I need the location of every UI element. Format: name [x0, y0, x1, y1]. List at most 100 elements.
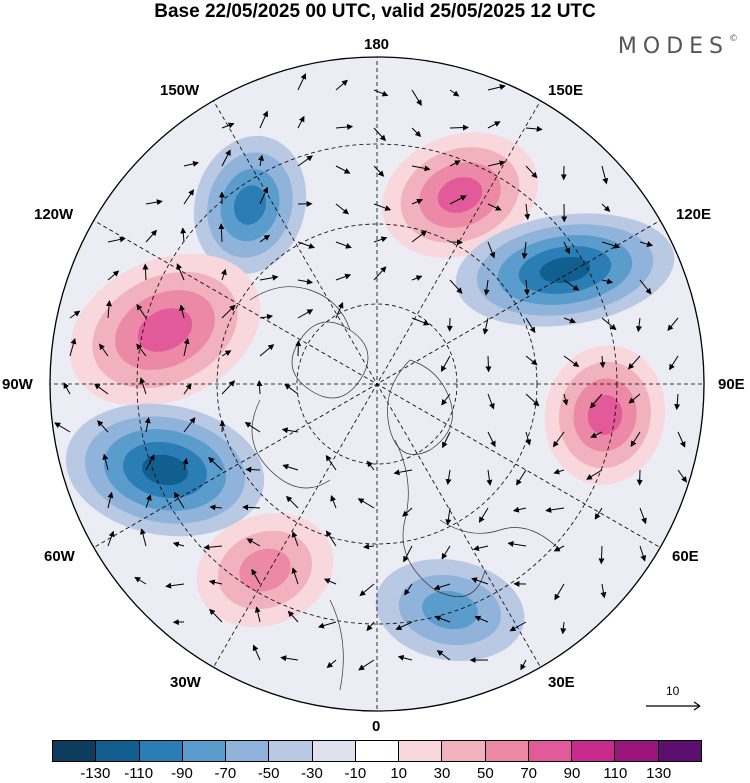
wind-vector — [563, 279, 580, 291]
wind-vector — [221, 304, 236, 319]
wind-vector — [552, 431, 565, 448]
wind-vector — [172, 541, 185, 548]
wind-vector — [525, 431, 532, 446]
anomaly-contour — [142, 454, 188, 486]
wind-vector — [411, 165, 431, 172]
wind-vector — [598, 545, 605, 565]
wind-vector — [366, 621, 375, 632]
colorbar-tick-label: -110 — [124, 765, 154, 782]
wind-vector — [107, 530, 115, 547]
wind-vector — [627, 355, 641, 370]
wind-vector — [507, 541, 527, 547]
wind-vector — [545, 506, 565, 513]
map-title: Base 22/05/2025 00 UTC, valid 25/05/2025… — [154, 1, 596, 22]
wind-vector — [486, 469, 493, 486]
modes-logo: MODES© — [618, 34, 738, 59]
wind-vector — [677, 469, 688, 483]
wind-vector — [402, 507, 413, 517]
colorbar-tick-label: -90 — [171, 765, 193, 782]
wind-vector — [221, 149, 231, 167]
lon-label-30w: 30W — [170, 674, 201, 691]
wind-vector — [258, 154, 264, 167]
wind-vector — [601, 203, 611, 212]
wind-vector — [487, 203, 502, 211]
wind-vector — [323, 578, 337, 585]
colorbar-swatch — [571, 741, 615, 761]
colorbar-tick-label: 90 — [563, 765, 581, 782]
wind-vector — [560, 621, 567, 635]
wind-vector — [183, 383, 192, 395]
wind-vector — [180, 227, 187, 243]
colorbar-tick-label: 30 — [433, 765, 451, 782]
wind-vector — [471, 577, 489, 585]
wind-vector — [209, 504, 223, 511]
lon-label-90e: 90E — [718, 376, 745, 393]
wind-vector — [449, 160, 461, 167]
wind-vector — [145, 199, 163, 206]
coastline — [251, 399, 331, 489]
wind-vector — [483, 279, 490, 296]
wind-vector — [521, 241, 528, 260]
wind-vector — [145, 494, 152, 509]
wind-vector — [487, 160, 506, 167]
wind-vector — [373, 236, 388, 243]
wind-vector — [335, 79, 348, 91]
wind-vector — [209, 608, 223, 623]
wind-vector — [601, 278, 614, 285]
wind-vector — [373, 127, 386, 142]
colorbar-swatch — [225, 741, 269, 761]
wind-vector — [251, 568, 261, 585]
wind-vector — [487, 84, 506, 91]
wind-vector — [107, 270, 120, 281]
wind-vector — [317, 621, 337, 629]
wind-vector — [208, 457, 223, 471]
wind-vector — [667, 317, 679, 332]
wind-vector — [516, 469, 527, 486]
wind-vector — [395, 621, 413, 630]
wind-vector — [373, 203, 392, 211]
wind-vector — [478, 507, 489, 523]
anomaly-contour — [437, 177, 483, 213]
lon-label-90w: 90W — [2, 376, 33, 393]
colorbar-tick-label: -50 — [257, 765, 280, 782]
wind-vector — [182, 457, 189, 471]
wind-vector — [563, 317, 576, 324]
colorbar-swatch — [354, 741, 399, 761]
wind-vector — [524, 203, 531, 221]
wind-vector — [218, 223, 225, 243]
lon-label-0: 0 — [372, 718, 381, 735]
reference-vector-arrow — [646, 701, 701, 711]
coastline — [291, 321, 369, 399]
wind-vector — [485, 355, 492, 373]
lon-label-120w: 120W — [34, 206, 74, 223]
wind-vector — [639, 279, 652, 295]
wind-vector — [297, 115, 305, 129]
wind-vector — [628, 393, 641, 404]
wind-vector — [520, 659, 527, 671]
wind-vector — [639, 545, 647, 562]
colorbar-swatch — [268, 741, 312, 761]
wind-vector — [525, 393, 540, 407]
wind-vector — [259, 234, 271, 243]
wind-vector — [179, 304, 186, 319]
wind-vector — [525, 317, 536, 334]
wind-vector — [525, 165, 538, 179]
wind-vector — [330, 494, 337, 509]
wind-vector — [433, 583, 451, 591]
wind-vector — [107, 491, 114, 509]
wind-vector — [586, 469, 603, 480]
wind-vector — [363, 543, 375, 550]
latitude-circle — [296, 303, 458, 465]
wind-vector — [553, 468, 565, 475]
wind-vector — [589, 393, 603, 409]
colorbar-swatch — [311, 741, 355, 761]
meridian-line — [91, 218, 663, 550]
wind-vector — [397, 654, 413, 661]
wind-vector — [594, 507, 603, 520]
wind-vector — [54, 422, 71, 433]
wind-vector — [252, 644, 261, 661]
wind-vector — [357, 498, 375, 509]
wind-vector — [669, 355, 679, 371]
wind-vector — [523, 279, 530, 296]
colorbar-tick-label: 130 — [646, 765, 672, 782]
